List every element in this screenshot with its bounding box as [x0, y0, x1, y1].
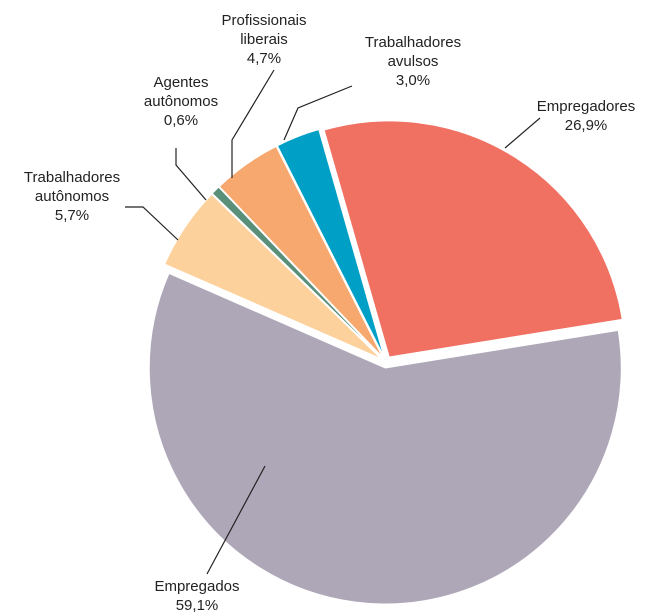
value-label: 4,7% [246, 50, 282, 67]
pie-slice [211, 186, 383, 359]
slice-label: Profissionais liberais 4,7% [221, 11, 306, 68]
leader-line [283, 85, 353, 141]
leader-line [206, 465, 266, 575]
pie-slice [323, 120, 623, 358]
slices [148, 120, 623, 605]
value-label: 0,6% [163, 112, 199, 129]
category-label: Agentes autônomos [143, 74, 219, 110]
slice-label: Trabalhadores autônomos 5,7% [24, 168, 120, 225]
value-label: 3,0% [395, 72, 431, 89]
leader-line [175, 148, 207, 201]
category-label: Trabalhadores autônomos [23, 169, 121, 205]
leader-line [504, 117, 541, 149]
pie-slice [276, 128, 385, 357]
value-label: 5,7% [54, 207, 90, 224]
pie-slice [148, 272, 622, 605]
slice-label: Trabalhadores avulsos 3,0% [365, 33, 461, 90]
category-label: Trabalhadores avulsos [364, 34, 462, 70]
pie-slice [164, 193, 382, 360]
leader-line [231, 69, 275, 178]
category-label: Empregadores [536, 98, 636, 115]
value-label: 59,1% [175, 597, 219, 614]
value-label: 26,9% [564, 117, 608, 134]
pie-slice [218, 145, 383, 358]
category-label: Empregados [154, 578, 240, 595]
slice-label: Empregados 59,1% [154, 577, 239, 615]
slice-label: Empregadores 26,9% [537, 97, 635, 135]
leader-line [125, 206, 179, 241]
category-label: Profissionais liberais [221, 12, 307, 48]
slice-label: Agentes autônomos 0,6% [144, 73, 218, 130]
